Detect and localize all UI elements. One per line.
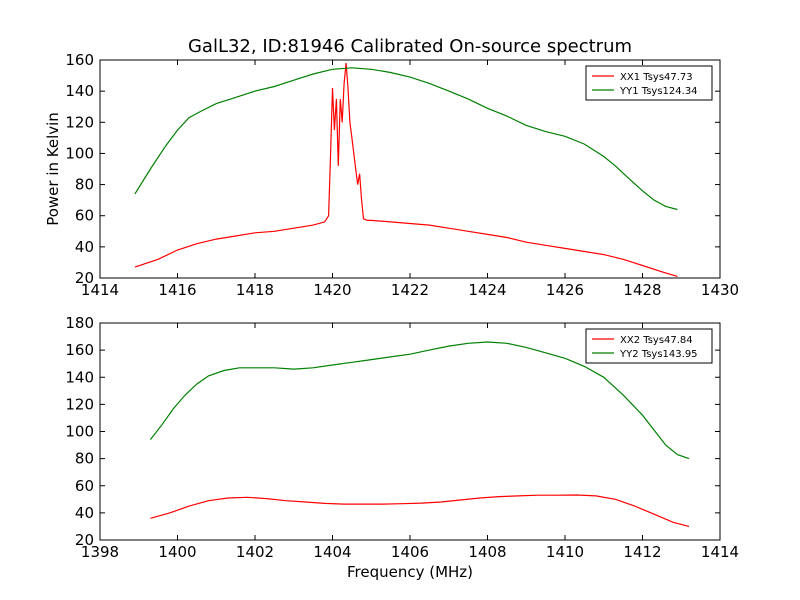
x-axis-label: Frequency (MHz) <box>347 563 473 581</box>
y-tick-label: 20 <box>75 531 94 549</box>
y-tick-label: 60 <box>75 477 94 495</box>
y-tick-label: 180 <box>65 314 94 332</box>
legend-entry: XX2 Tsys47.84 <box>620 335 693 346</box>
x-tick-label: 1414 <box>701 543 739 561</box>
x-tick-label: 1430 <box>701 281 739 299</box>
y-tick-label: 40 <box>75 504 94 522</box>
series-line-xx1 <box>134 63 678 277</box>
x-tick-label: 1404 <box>313 543 351 561</box>
y-tick-label: 60 <box>75 207 94 225</box>
y-tick-label: 140 <box>65 368 94 386</box>
y-tick-label: 140 <box>65 82 94 100</box>
x-tick-label: 1408 <box>468 543 506 561</box>
x-tick-label: 1420 <box>313 281 351 299</box>
y-tick-label: 160 <box>65 341 94 359</box>
legend <box>585 328 713 364</box>
legend-entry: YY2 Tsys143.95 <box>619 349 698 360</box>
x-tick-label: 1428 <box>623 281 661 299</box>
top-plot: 1414 1416 1418 1420 1422 1424 1426 1428 1430 20 40… <box>65 51 739 299</box>
x-tick-label: 1402 <box>236 543 274 561</box>
x-tick-label: 1414 <box>81 281 119 299</box>
x-tick-label: 1406 <box>391 543 429 561</box>
y-axis-label: Power in Kelvin <box>44 112 62 226</box>
bottom-plot: 1398 1400 1402 1404 1406 1408 1410 1412 1414 20 40… <box>65 314 739 561</box>
y-tick-label: 40 <box>75 238 94 256</box>
y-tick-label: 100 <box>65 144 94 162</box>
x-tick-label: 1400 <box>158 543 196 561</box>
x-tick-label: 1418 <box>236 281 274 299</box>
series-line-xx2 <box>150 494 690 527</box>
y-tick-label: 80 <box>75 450 94 468</box>
legend <box>585 65 713 101</box>
chart-title: GalL32, ID:81946 Calibrated On-source sp… <box>188 36 632 57</box>
x-tick-label: 1424 <box>468 281 506 299</box>
x-tick-label: 1416 <box>158 281 196 299</box>
y-tick-label: 120 <box>65 395 94 413</box>
legend-entry: YY1 Tsys124.34 <box>619 86 698 97</box>
x-tick-label: 1422 <box>391 281 429 299</box>
x-tick-label: 1426 <box>546 281 584 299</box>
x-tick-label: 1398 <box>81 543 119 561</box>
x-tick-label: 1410 <box>546 543 584 561</box>
series-line-yy2 <box>149 341 690 460</box>
y-tick-label: 160 <box>65 51 94 69</box>
legend-entry: XX1 Tsys47.73 <box>620 72 693 83</box>
y-tick-label: 20 <box>75 269 94 287</box>
y-tick-label: 120 <box>65 113 94 131</box>
x-tick-label: 1412 <box>623 543 661 561</box>
y-tick-label: 100 <box>65 423 94 441</box>
series-line-yy1 <box>134 67 678 211</box>
y-tick-label: 80 <box>75 176 94 194</box>
